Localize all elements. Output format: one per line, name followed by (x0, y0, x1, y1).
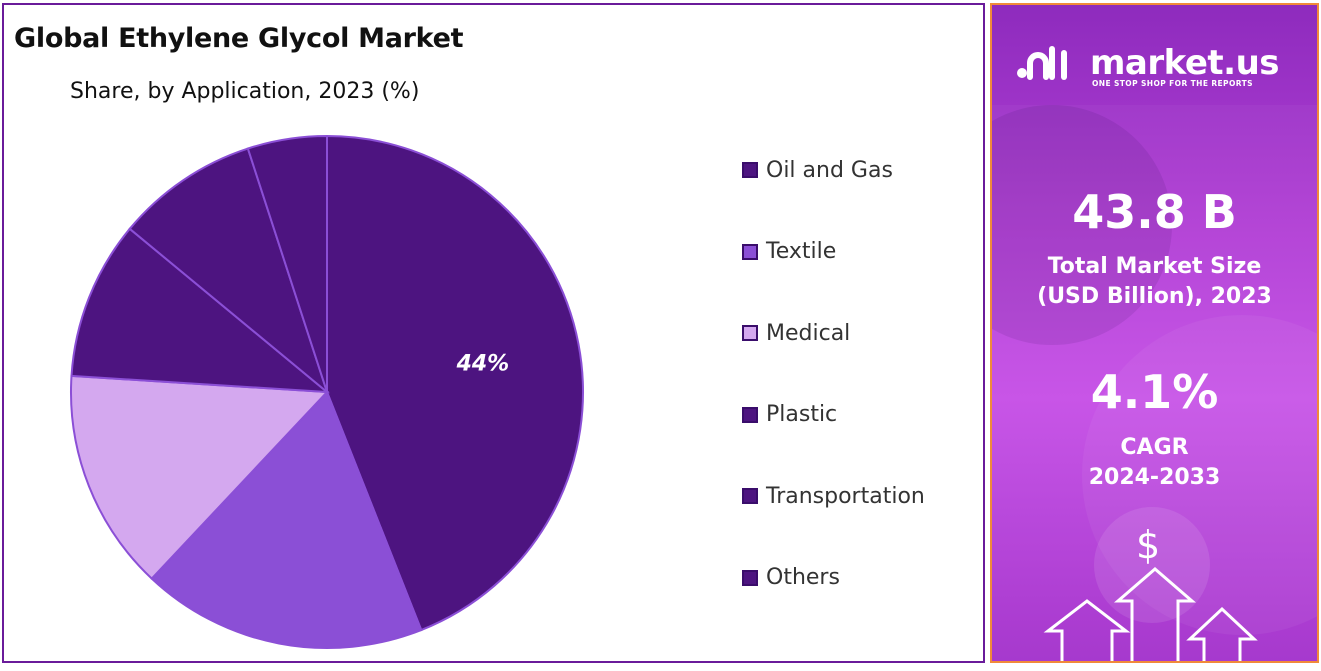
legend-swatch (742, 406, 758, 423)
pie-slice-textile (150, 390, 423, 649)
legend-label: Others (766, 565, 840, 590)
summary-panel: market.us ONE STOP SHOP FOR THE REPORTS … (990, 3, 1319, 663)
chart-panel: Global Ethylene Glycol Market Share, by … (2, 3, 985, 663)
cagr-label-line2: 2024-2033 (1088, 465, 1221, 490)
pie-slice-medical (70, 374, 330, 581)
data-label-oil-and-gas: 44% (456, 351, 510, 376)
legend-swatch (742, 569, 758, 586)
brand-tagline: ONE STOP SHOP FOR THE REPORTS (1092, 79, 1253, 88)
market-us-logo: market.us (1014, 43, 1280, 83)
chart-title: Global Ethylene Glycol Market (14, 23, 464, 54)
legend-item-textile: Textile (742, 238, 836, 266)
legend-swatch (742, 488, 758, 504)
legend-label: Textile (766, 239, 837, 264)
legend-swatch (742, 243, 758, 260)
legend-swatch (742, 325, 758, 341)
chart-subtitle: Share, by Application, 2023 (%) (70, 79, 420, 104)
market-size-label-line2: (USD Billion), 2023 (1037, 284, 1272, 309)
cagr-value: 4.1% (1090, 365, 1219, 419)
pie-slice-transportation (128, 147, 330, 395)
pie-slice-oil-and-gas (326, 134, 584, 632)
legend-item-oil-and-gas: Oil and Gas (742, 156, 893, 184)
legend-label: Medical (766, 320, 851, 346)
brand-name: market.us (1090, 43, 1280, 83)
market-size-label-line1: Total Market Size (1047, 254, 1262, 279)
cagr-stat: 4.1% (992, 365, 1317, 419)
legend-item-plastic: Plastic (742, 401, 837, 429)
growth-arrows-icon (1043, 567, 1258, 661)
market-size-stat: 43.8 B (992, 185, 1317, 239)
pie-chart: 44% (70, 134, 584, 649)
market-size-value: 43.8 B (1072, 185, 1237, 239)
market-size-label: Total Market Size (USD Billion), 2023 (992, 252, 1317, 312)
dollar-icon: $ (1136, 523, 1161, 567)
legend-label: Oil and Gas (766, 157, 893, 183)
legend-item-others: Others (742, 564, 840, 592)
pie-slice-plastic (70, 227, 331, 394)
logo-mark-icon (1017, 46, 1067, 80)
legend-label: Transportation (766, 483, 925, 509)
cagr-label: CAGR 2024-2033 (992, 433, 1317, 493)
legend-swatch (742, 162, 758, 178)
legend-item-transportation: Transportation (742, 482, 925, 510)
pie-slice-others (246, 134, 328, 393)
legend-item-medical: Medical (742, 319, 850, 347)
cagr-label-line1: CAGR (1120, 435, 1189, 460)
legend-label: Plastic (766, 402, 838, 427)
